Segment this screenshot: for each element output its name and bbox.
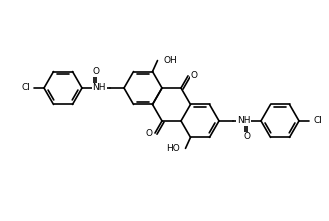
- Text: O: O: [92, 67, 99, 76]
- Text: O: O: [145, 129, 153, 137]
- Text: O: O: [243, 132, 250, 141]
- Text: O: O: [190, 71, 197, 80]
- Text: OH: OH: [164, 56, 177, 65]
- Text: NH: NH: [237, 116, 250, 125]
- Text: NH: NH: [92, 84, 106, 93]
- Text: Cl: Cl: [21, 84, 30, 93]
- Text: HO: HO: [166, 144, 180, 153]
- Text: Cl: Cl: [313, 116, 322, 125]
